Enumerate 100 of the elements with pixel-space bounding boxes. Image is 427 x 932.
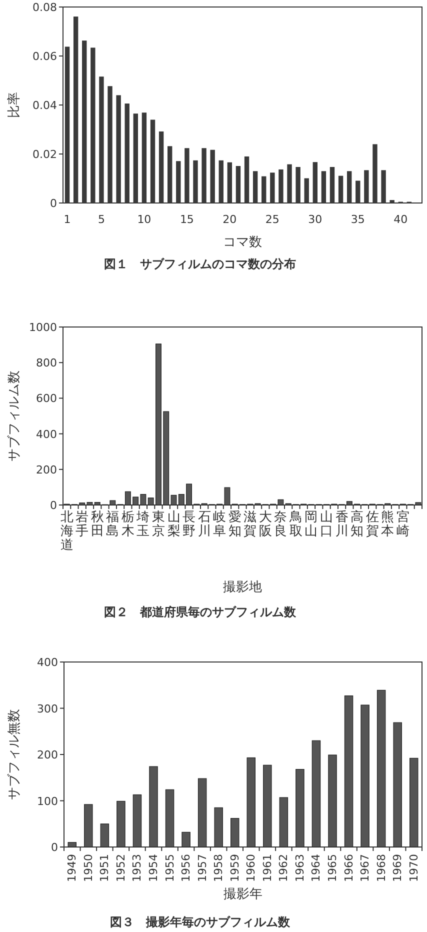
x-tick-label: 埼玉: [136, 510, 150, 539]
x-tick-label: 佐賀: [366, 510, 379, 539]
x-tick-label: 奈良: [274, 510, 288, 539]
x-tick-label: 宮崎: [396, 509, 410, 539]
x-tick-label: 長野: [182, 510, 196, 539]
x-tick-label: 15: [180, 213, 194, 226]
x-tick-label: 山梨: [167, 510, 180, 539]
x-tick-label: 1955: [163, 854, 176, 882]
y-tick-label: 0: [51, 841, 58, 854]
bar: [312, 740, 321, 848]
bar: [409, 758, 418, 848]
x-axis-title: コマ数: [223, 235, 262, 250]
x-tick-label: 1964: [310, 854, 323, 882]
bar: [296, 769, 304, 848]
x-tick-label: 1967: [358, 854, 372, 882]
y-tick-label: 0.04: [32, 99, 57, 112]
x-tick-label: 熊本: [381, 510, 394, 539]
text: 図３ 撮影年毎のサブフィルム数: [110, 915, 291, 929]
x-tick-label: 1959: [228, 854, 242, 882]
y-tick-label: 0: [50, 499, 57, 512]
x-tick-label: 35: [350, 213, 365, 226]
x-tick-label: 岐阜: [213, 510, 226, 539]
x-tick-label: 1965: [326, 854, 339, 882]
text: 図２ 都道府県毎のサブフィルム数: [104, 605, 297, 619]
x-tick-label: 1952: [114, 854, 128, 882]
x-tick-label: 20: [222, 213, 237, 226]
x-tick-label: 1949: [66, 854, 79, 882]
x-tick-label: 1957: [196, 854, 209, 882]
bar: [68, 842, 77, 848]
x-tick-label: 1950: [82, 854, 95, 882]
y-tick-label: 400: [36, 428, 57, 441]
x-tick-label: 1963: [293, 854, 306, 882]
y-tick-label: 300: [37, 702, 58, 716]
x-tick-label: 1961: [260, 854, 274, 882]
x-tick-label: 1962: [277, 854, 290, 882]
bar: [182, 832, 190, 848]
bar: [263, 764, 272, 848]
y-tick-label: 200: [37, 748, 58, 762]
x-tick-label: 1960: [244, 854, 258, 882]
x-tick-label: 40: [394, 213, 408, 226]
y-axis-title: サブフィル無数: [7, 709, 22, 800]
y-tick-label: 0.08: [32, 1, 57, 14]
bar: [214, 807, 223, 848]
x-tick-label: 岡山: [304, 510, 318, 539]
x-tick-label: 30: [308, 213, 322, 226]
x-tick-label: 岩手: [76, 510, 89, 539]
bar: [328, 754, 337, 848]
x-tick-label: 1: [64, 213, 71, 226]
bar: [230, 818, 240, 848]
x-tick-label: 高知: [350, 509, 364, 539]
bar: [149, 766, 158, 848]
x-tick-label: 1951: [98, 854, 112, 882]
x-tick-label: 愛知: [228, 510, 242, 539]
x-tick-label: 石川: [198, 510, 211, 539]
bar: [344, 695, 354, 848]
y-tick-label: 0.02: [32, 148, 57, 161]
bar: [132, 794, 142, 848]
text: 図１ サブフィルムのコマ数の分布: [104, 257, 296, 271]
x-tick-label: 東京: [152, 510, 165, 539]
x-tick-label: 香川: [335, 510, 348, 539]
y-tick-label: 1000: [29, 321, 57, 334]
x-tick-label: 25: [265, 213, 280, 226]
x-tick-label: 10: [137, 213, 152, 226]
x-tick-label: 山口: [320, 510, 334, 539]
x-axis-title: 撮影地: [223, 580, 262, 595]
y-tick-label: 800: [36, 356, 57, 370]
y-tick-label: 0.06: [32, 50, 57, 63]
x-tick-label: 秋田: [90, 510, 104, 539]
bar: [279, 797, 288, 848]
bar: [165, 789, 174, 848]
bar: [376, 690, 386, 848]
bar: [246, 757, 256, 848]
bar: [116, 800, 126, 848]
bar: [393, 722, 402, 848]
x-tick-label: 1968: [374, 854, 388, 882]
x-tick-label: 1970: [407, 854, 420, 882]
x-tick-label: 1953: [130, 854, 144, 882]
x-tick-label: 鳥取: [288, 510, 302, 539]
bar: [100, 824, 110, 848]
x-tick-label: 1966: [342, 854, 356, 882]
y-tick-label: 200: [36, 463, 57, 476]
x-tick-label: 滋賀: [244, 510, 257, 539]
bar: [360, 704, 370, 848]
y-axis-title: サブフィルム数: [7, 370, 22, 462]
y-tick-label: 600: [36, 392, 57, 406]
x-axis-title: 撮影年: [224, 887, 262, 902]
bar: [198, 778, 207, 848]
y-tick-label: 400: [37, 656, 58, 669]
y-tick-label: 0: [50, 197, 57, 210]
x-tick-label: 大阪: [258, 510, 272, 539]
y-tick-label: 100: [37, 794, 58, 808]
x-tick-label: 5: [98, 213, 105, 226]
y-axis-title: 比率: [6, 92, 22, 118]
x-tick-label: 福島: [106, 510, 120, 539]
x-tick-label: 栃木: [121, 510, 134, 539]
x-tick-label: 1969: [391, 854, 404, 882]
x-tick-label: 1956: [180, 854, 193, 882]
x-tick-label: 1954: [147, 854, 160, 882]
bar: [84, 804, 93, 848]
x-tick-label: 北海道: [60, 510, 74, 553]
